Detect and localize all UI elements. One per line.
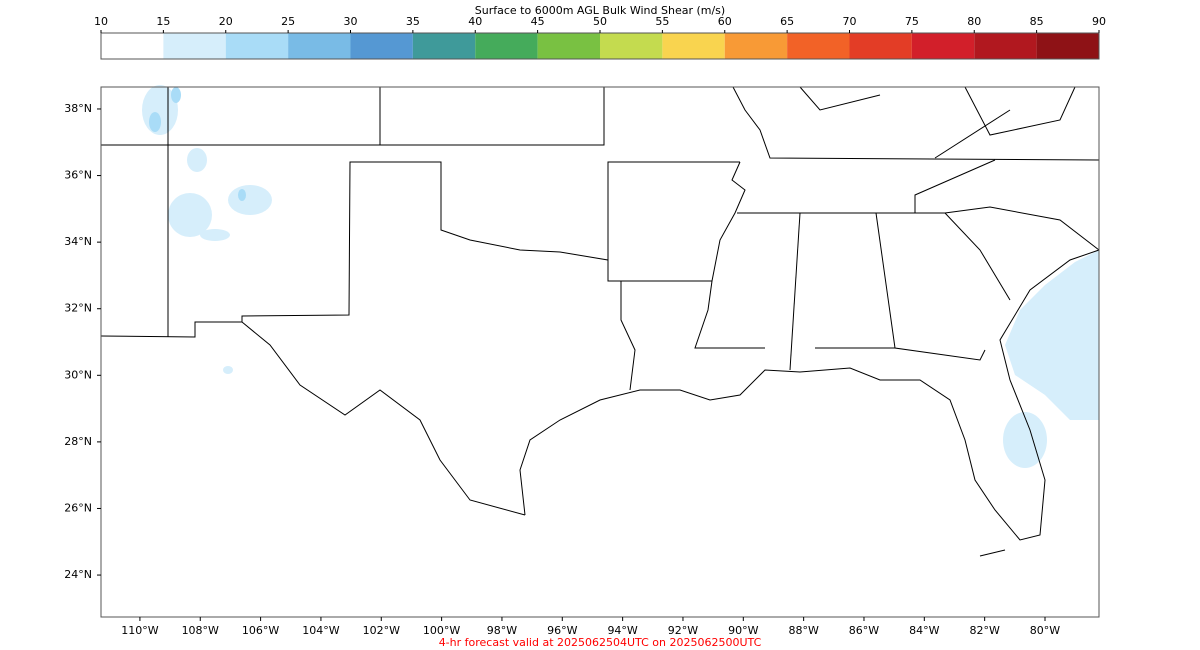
lon-tick-label: 86°W	[849, 624, 879, 637]
colorbar-segment	[724, 33, 788, 59]
coastline	[241, 249, 1100, 557]
lon-tick-label: 102°W	[363, 624, 400, 637]
colorbar-tick-label: 60	[718, 15, 732, 28]
lon-tick-label: 100°W	[423, 624, 460, 637]
colorbar-segment	[974, 33, 1037, 59]
colorbar-tick-label: 90	[1092, 15, 1106, 28]
colorbar-tick-label: 45	[531, 15, 545, 28]
colorbar-tick-label: 75	[905, 15, 919, 28]
colorbar-segment	[600, 33, 663, 59]
colorbar-tick-label: 25	[281, 15, 295, 28]
map-frame	[100, 86, 1100, 618]
lat-tick-label: 30°N	[64, 368, 92, 381]
colorbar-segment	[163, 33, 226, 59]
lat-tick-label: 28°N	[64, 435, 92, 448]
state-borders	[100, 86, 1100, 391]
lat-tick-label: 24°N	[64, 568, 92, 581]
colorbar-segment	[350, 33, 413, 59]
lon-tick-label: 94°W	[607, 624, 637, 637]
forecast-note: 4-hr forecast valid at 2025062504UTC on …	[439, 636, 762, 649]
colorbar-segment	[475, 33, 538, 59]
lon-tick-label: 80°W	[1030, 624, 1060, 637]
colorbar-tick-label: 65	[780, 15, 794, 28]
colorbar-tick-label: 15	[156, 15, 170, 28]
colorbar-segment	[225, 33, 289, 59]
lon-tick-label: 82°W	[969, 624, 999, 637]
colorbar-tick-label: 20	[219, 15, 233, 28]
colorbar-segment	[849, 33, 912, 59]
lon-tick-label: 92°W	[668, 624, 698, 637]
lon-tick-label: 84°W	[909, 624, 939, 637]
shear-shading	[142, 85, 1099, 468]
lon-tick-label: 90°W	[728, 624, 758, 637]
lat-tick-label: 32°N	[64, 302, 92, 315]
colorbar-tick-label: 80	[967, 15, 981, 28]
colorbar-tick-label: 85	[1030, 15, 1044, 28]
colorbar-segment	[288, 33, 351, 59]
colorbar-tick-label: 70	[843, 15, 857, 28]
lon-tick-label: 108°W	[182, 624, 219, 637]
colorbar-tick-label: 55	[655, 15, 669, 28]
colorbar-segment	[662, 33, 725, 59]
lat-tick-label: 36°N	[64, 169, 92, 182]
lat-tick-label: 26°N	[64, 501, 92, 514]
colorbar-title: Surface to 6000m AGL Bulk Wind Shear (m/…	[475, 4, 725, 17]
lon-tick-label: 106°W	[242, 624, 279, 637]
shear-shading-darker	[149, 87, 246, 201]
lat-tick-label: 34°N	[64, 235, 92, 248]
lat-tick-label: 38°N	[64, 102, 92, 115]
colorbar-segment	[537, 33, 600, 59]
lon-tick-label: 88°W	[788, 624, 818, 637]
colorbar-segment	[101, 33, 164, 59]
colorbar-tick-label: 40	[468, 15, 482, 28]
colorbar-tick-label: 35	[406, 15, 420, 28]
colorbar-segment	[787, 33, 850, 59]
lon-tick-label: 104°W	[302, 624, 339, 637]
lon-tick-label: 98°W	[487, 624, 517, 637]
colorbar-tick-label: 50	[593, 15, 607, 28]
lon-tick-label: 110°W	[121, 624, 158, 637]
colorbar-tick-label: 10	[94, 15, 108, 28]
colorbar-segment	[412, 33, 476, 59]
colorbar-tick-label: 30	[344, 15, 358, 28]
colorbar-segment	[1036, 33, 1099, 59]
lon-tick-label: 96°W	[547, 624, 577, 637]
colorbar-segment	[911, 33, 975, 59]
